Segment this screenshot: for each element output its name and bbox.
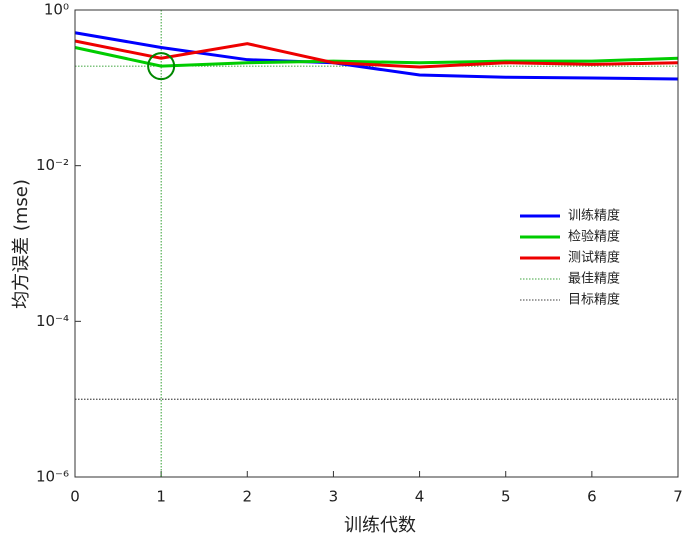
legend-label: 检验精度 — [568, 229, 620, 245]
y-tick-label: 10⁻⁶ — [36, 468, 69, 486]
y-tick-label: 10⁰ — [44, 1, 69, 19]
x-tick-label: 7 — [673, 488, 683, 506]
x-tick-label: 3 — [329, 488, 339, 506]
x-tick-label: 6 — [587, 488, 597, 506]
axes-box — [74, 9, 679, 478]
x-tick-label: 0 — [70, 488, 80, 506]
legend-label: 训练精度 — [568, 208, 620, 224]
series-line — [74, 39, 679, 69]
legend-label: 测试精度 — [568, 250, 620, 266]
x-axis-label: 训练代数 — [344, 515, 416, 536]
series-line — [74, 31, 679, 81]
y-tick-label: 10⁻⁴ — [36, 312, 69, 330]
best-marker — [147, 52, 176, 81]
x-tick-label: 2 — [243, 488, 253, 506]
y-axis-label: 均方误差 (mse) — [11, 179, 32, 309]
x-tick-label: 1 — [156, 488, 166, 506]
y-tick-label: 10⁻² — [36, 156, 69, 174]
legend-label: 目标精度 — [568, 292, 620, 308]
x-tick-label: 4 — [415, 488, 425, 506]
series-line — [74, 46, 679, 68]
x-tick-label: 5 — [501, 488, 511, 506]
legend-label: 最佳精度 — [568, 271, 620, 287]
